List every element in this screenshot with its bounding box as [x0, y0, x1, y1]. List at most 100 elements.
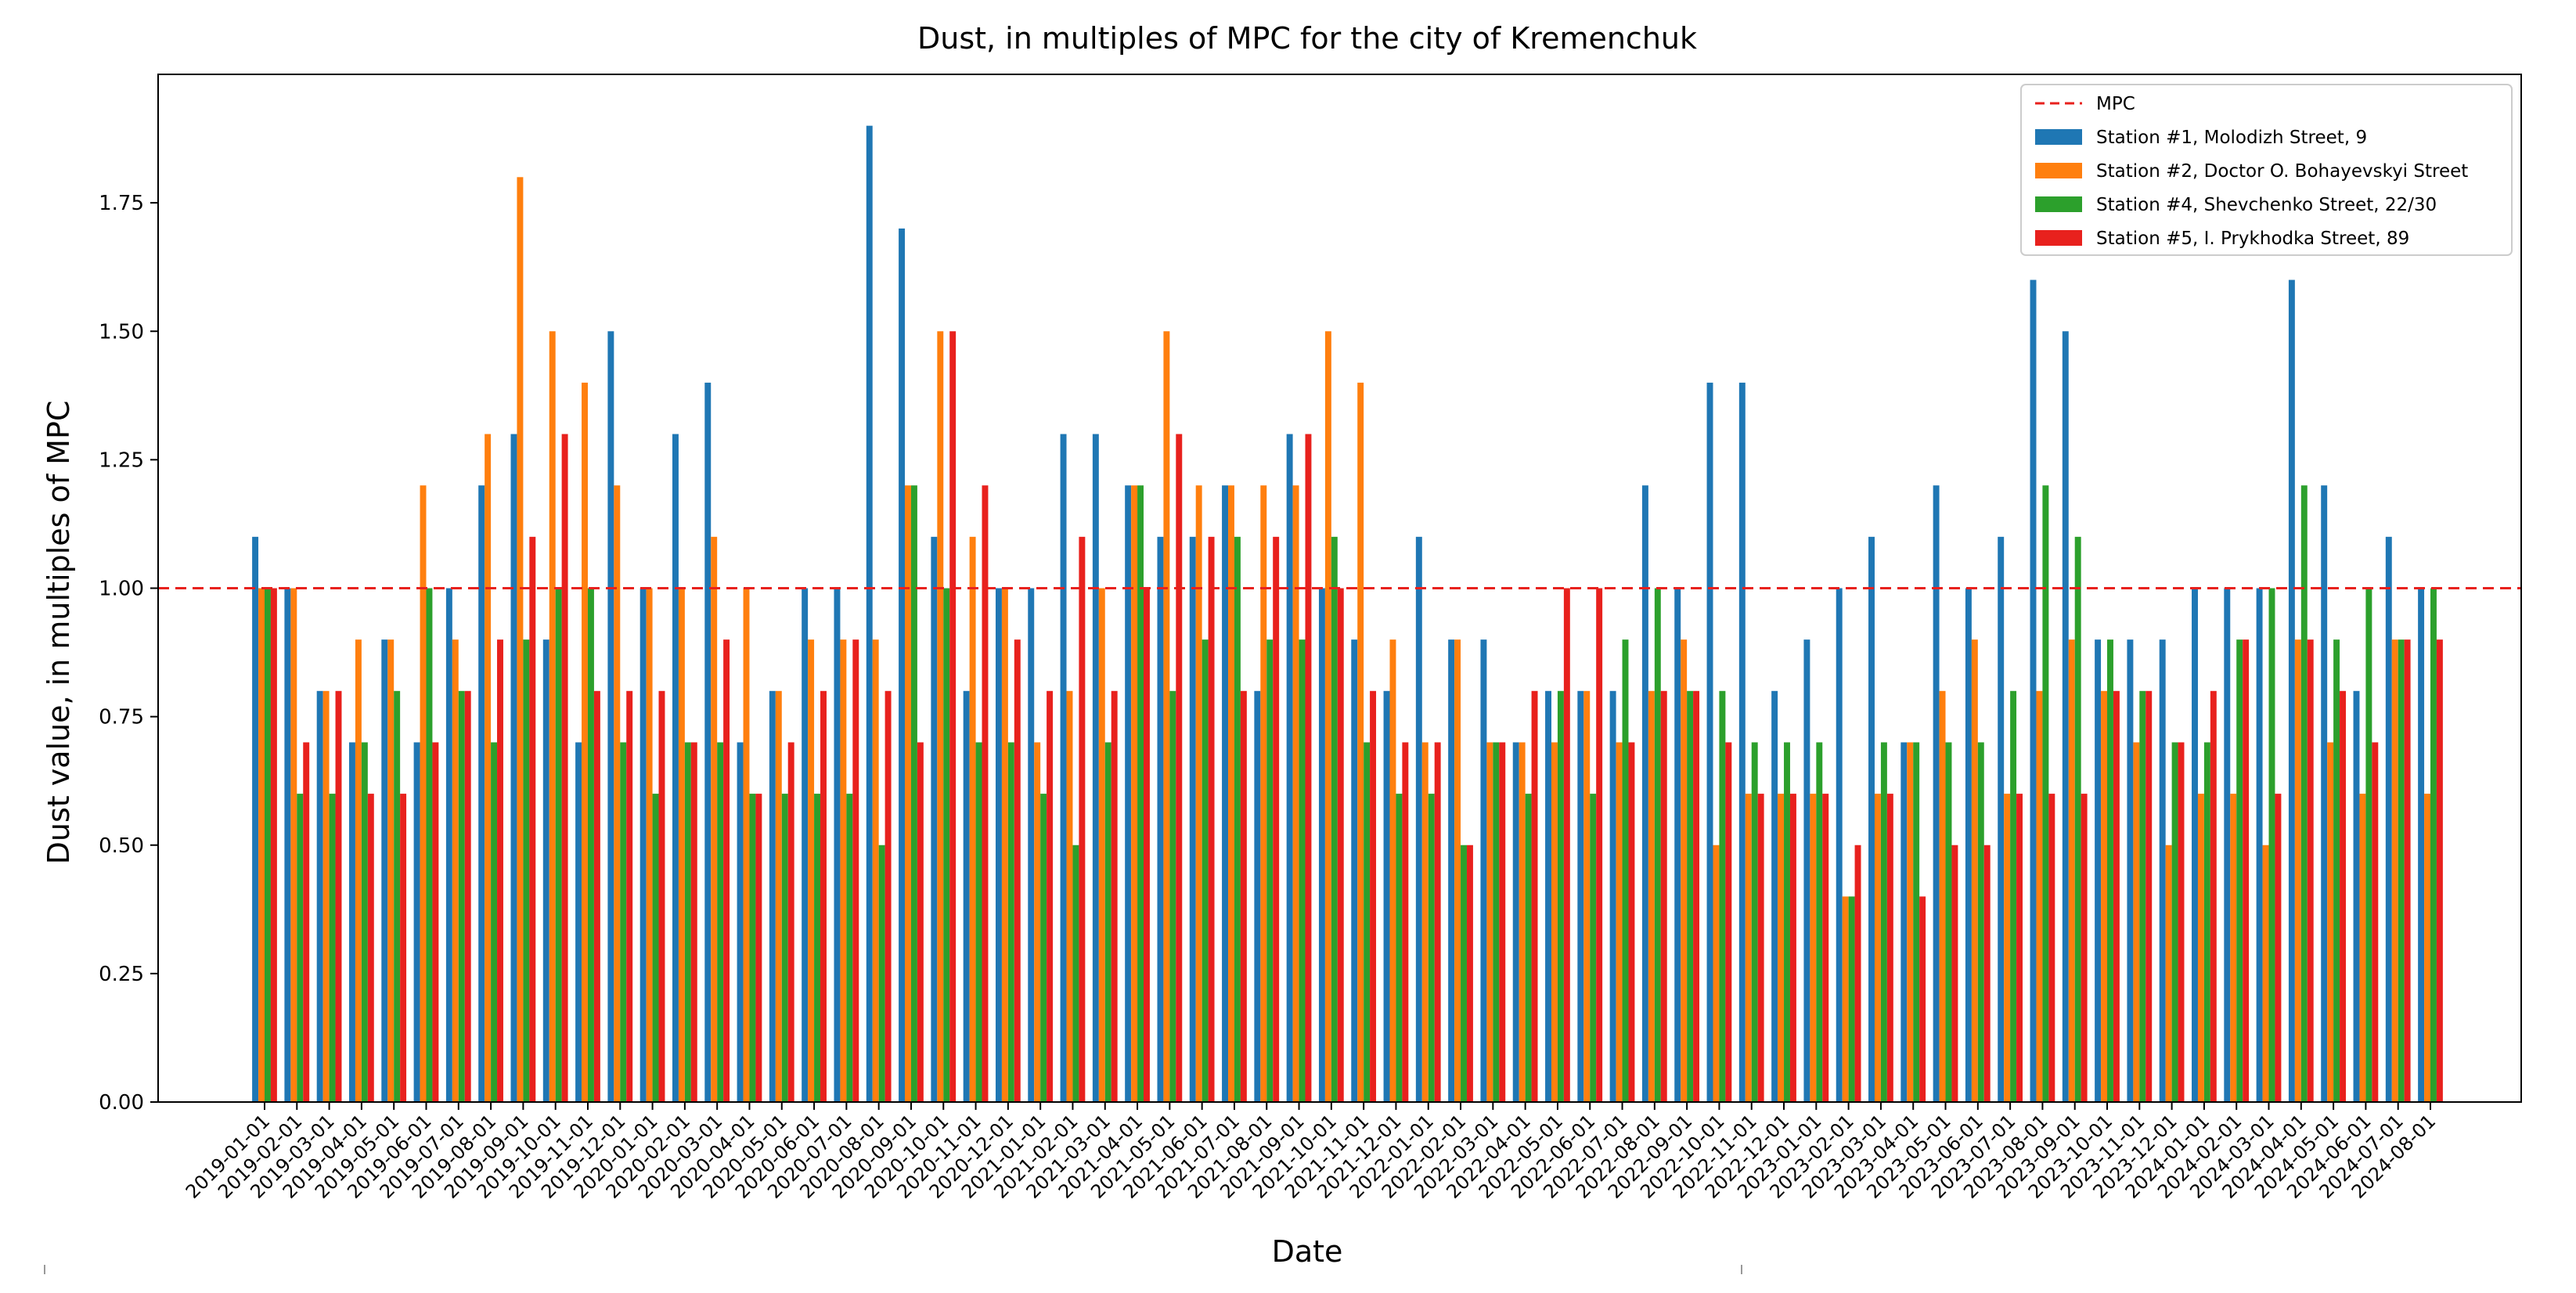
bar-station-3-2022-04-01: [1525, 794, 1532, 1102]
bar-station-2-2019-05-01: [387, 639, 395, 1102]
bar-station-2-2024-06-01: [2359, 794, 2366, 1102]
y-tick-label-1.25: 1.25: [99, 448, 144, 472]
bar-station-1-2019-04-01: [349, 742, 355, 1102]
bar-station-3-2022-03-01: [1493, 742, 1500, 1102]
bar-station-3-2019-04-01: [361, 742, 368, 1102]
chart-title: Dust, in multiples of MPC for the city o…: [917, 21, 1697, 56]
bar-station-2-2019-07-01: [452, 639, 459, 1102]
bar-station-2-2020-03-01: [711, 536, 718, 1102]
bar-station-1-2020-08-01: [866, 125, 873, 1102]
bar-station-3-2022-01-01: [1428, 794, 1435, 1102]
bar-station-3-2022-08-01: [1654, 588, 1661, 1102]
bar-station-1-2019-07-01: [445, 588, 452, 1102]
bar-station-1-2021-06-01: [1189, 536, 1196, 1102]
bar-station-2-2021-03-01: [1098, 588, 1105, 1102]
bar-station-3-2022-06-01: [1590, 794, 1597, 1102]
bar-station-4-2020-05-01: [787, 742, 794, 1102]
bar-station-4-2023-05-01: [1951, 845, 1958, 1102]
bar-station-1-2019-01-01: [252, 536, 259, 1102]
bar-station-2-2023-06-01: [1971, 639, 1978, 1102]
bar-station-3-2024-03-01: [2268, 588, 2275, 1102]
bar-station-1-2023-02-01: [1836, 588, 1843, 1102]
bar-station-2-2020-10-01: [937, 331, 944, 1102]
bar-station-1-2019-05-01: [381, 639, 388, 1102]
bar-station-1-2020-09-01: [899, 228, 906, 1103]
y-tick-label-1.50: 1.50: [99, 320, 144, 344]
bar-station-3-2020-11-01: [975, 742, 982, 1102]
bar-station-3-2019-08-01: [491, 742, 498, 1102]
bar-station-1-2023-03-01: [1868, 536, 1875, 1102]
bar-station-3-2019-10-01: [555, 588, 562, 1102]
bar-station-3-2020-12-01: [1007, 742, 1014, 1102]
bar-station-1-2020-05-01: [769, 690, 776, 1102]
bar-station-2-2021-01-01: [1034, 742, 1041, 1102]
bar-station-4-2022-12-01: [1789, 794, 1796, 1102]
bar-station-3-2023-03-01: [1880, 742, 1887, 1102]
bar-station-2-2023-07-01: [2004, 794, 2011, 1102]
bar-station-4-2020-08-01: [884, 690, 892, 1102]
bar-station-4-2022-08-01: [1660, 690, 1667, 1102]
bar-station-1-2023-05-01: [1933, 485, 1940, 1102]
bar-station-2-2019-01-01: [258, 588, 265, 1102]
bar-station-3-2019-07-01: [458, 690, 465, 1102]
bar-station-4-2021-12-01: [1402, 742, 1409, 1102]
bar-station-3-2021-12-01: [1396, 794, 1403, 1102]
bar-station-2-2019-11-01: [582, 382, 588, 1102]
bar-station-1-2019-06-01: [413, 742, 420, 1102]
bar-station-1-2021-02-01: [1060, 434, 1067, 1102]
bar-station-4-2024-08-01: [2436, 639, 2443, 1102]
legend: MPC Station #1, Molodizh Street, 9 Station…: [2020, 84, 2513, 256]
bar-station-4-2019-05-01: [400, 794, 407, 1102]
bar-station-2-2022-06-01: [1583, 690, 1591, 1102]
bar-station-3-2023-04-01: [1913, 742, 1920, 1102]
bar-station-1-2024-08-01: [2418, 588, 2425, 1102]
bar-station-1-2021-07-01: [1222, 485, 1229, 1102]
bar-station-1-2022-06-01: [1577, 690, 1584, 1102]
bar-station-3-2021-04-01: [1137, 485, 1144, 1102]
bar-station-1-2023-12-01: [2159, 639, 2166, 1102]
bar-station-4-2021-06-01: [1208, 536, 1215, 1102]
bar-station-4-2023-08-01: [2048, 794, 2055, 1102]
bar-station-4-2023-04-01: [1919, 896, 1926, 1102]
bar-station-1-2019-02-01: [284, 588, 291, 1102]
bar-station-3-2024-04-01: [2300, 485, 2308, 1102]
bar-station-3-2022-11-01: [1751, 742, 1758, 1102]
bar-station-4-2022-07-01: [1628, 742, 1635, 1102]
scan-mark-left: [44, 1265, 45, 1274]
bar-station-4-2021-02-01: [1079, 536, 1086, 1102]
bar-station-4-2020-09-01: [917, 742, 924, 1102]
bar-station-2-2019-04-01: [355, 639, 362, 1102]
bar-station-1-2020-12-01: [995, 588, 1002, 1102]
bar-station-2-2022-09-01: [1681, 639, 1688, 1102]
bar-station-4-2021-03-01: [1111, 690, 1118, 1102]
bar-station-1-2021-11-01: [1351, 639, 1358, 1102]
bar-station-2-2021-04-01: [1131, 485, 1138, 1102]
bar-station-1-2022-08-01: [1641, 485, 1648, 1102]
bar-station-1-2021-09-01: [1286, 434, 1293, 1102]
bar-station-3-2021-01-01: [1040, 794, 1047, 1102]
bar-station-1-2020-01-01: [639, 588, 647, 1102]
bar-station-1-2019-12-01: [607, 331, 614, 1102]
bar-station-2-2019-12-01: [614, 485, 621, 1102]
bar-station-2-2021-12-01: [1389, 639, 1396, 1102]
bar-station-1-2022-03-01: [1480, 639, 1487, 1102]
bar-station-1-2022-09-01: [1674, 588, 1681, 1102]
bar-station-1-2020-10-01: [931, 536, 938, 1102]
bar-station-2-2024-04-01: [2294, 639, 2301, 1102]
bar-station-3-2024-05-01: [2333, 639, 2340, 1102]
bar-station-3-2020-03-01: [717, 742, 724, 1102]
bar-station-1-2022-07-01: [1609, 690, 1616, 1102]
bar-station-4-2021-01-01: [1047, 690, 1054, 1102]
bar-station-2-2020-07-01: [840, 639, 847, 1102]
bar-station-3-2020-09-01: [910, 485, 917, 1102]
axes-layer: 0.000.250.500.751.001.251.501.752019-01-…: [99, 74, 2522, 1203]
bar-station-3-2024-07-01: [2398, 639, 2405, 1102]
bar-station-1-2020-07-01: [834, 588, 841, 1102]
bar-station-2-2022-04-01: [1519, 742, 1526, 1102]
bar-station-4-2019-04-01: [367, 794, 374, 1102]
bar-station-2-2019-08-01: [485, 434, 492, 1102]
bar-station-2-2020-02-01: [678, 588, 685, 1102]
y-axis-label: Dust value, in multiples of MPC: [41, 401, 76, 865]
bar-station-2-2019-02-01: [290, 588, 297, 1102]
bar-station-3-2023-11-01: [2139, 690, 2146, 1102]
